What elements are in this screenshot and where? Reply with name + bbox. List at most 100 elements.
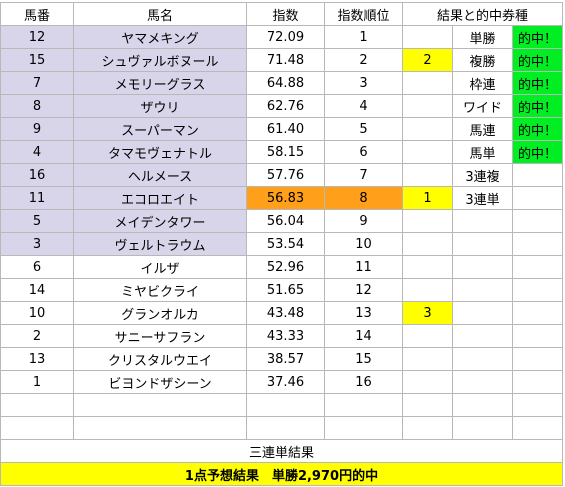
- cell-shisu[interactable]: 56.83: [246, 186, 325, 210]
- cell-result[interactable]: [402, 209, 453, 233]
- cell-result[interactable]: [402, 370, 453, 394]
- empty-cell[interactable]: [512, 393, 563, 417]
- cell-ticket-type[interactable]: 複勝: [452, 48, 513, 72]
- cell-uma-ban[interactable]: 7: [0, 71, 74, 95]
- cell-uma-mei[interactable]: エコロエイト: [73, 186, 247, 210]
- cell-ticket-type[interactable]: 枠連: [452, 71, 513, 95]
- cell-uma-mei[interactable]: メモリーグラス: [73, 71, 247, 95]
- cell-hit[interactable]: 的中！: [512, 71, 563, 95]
- cell-hit[interactable]: [512, 278, 563, 302]
- cell-hit[interactable]: [512, 255, 563, 279]
- cell-ticket-type[interactable]: 単勝: [452, 25, 513, 49]
- cell-shisu-juni[interactable]: 4: [324, 94, 403, 118]
- cell-shisu-juni[interactable]: 13: [324, 301, 403, 325]
- cell-shisu[interactable]: 64.88: [246, 71, 325, 95]
- cell-uma-ban[interactable]: 10: [0, 301, 74, 325]
- cell-ticket-type[interactable]: ワイド: [452, 94, 513, 118]
- cell-uma-mei[interactable]: サニーサフラン: [73, 324, 247, 348]
- cell-hit[interactable]: [512, 163, 563, 187]
- cell-hit[interactable]: 的中！: [512, 117, 563, 141]
- cell-uma-mei[interactable]: ヘルメース: [73, 163, 247, 187]
- cell-shisu-juni[interactable]: 1: [324, 25, 403, 49]
- cell-shisu[interactable]: 51.65: [246, 278, 325, 302]
- cell-shisu[interactable]: 38.57: [246, 347, 325, 371]
- cell-hit[interactable]: [512, 347, 563, 371]
- empty-cell[interactable]: [402, 393, 453, 417]
- cell-uma-ban[interactable]: 15: [0, 48, 74, 72]
- cell-result[interactable]: [402, 25, 453, 49]
- cell-uma-mei[interactable]: イルザ: [73, 255, 247, 279]
- cell-hit[interactable]: [512, 370, 563, 394]
- cell-uma-mei[interactable]: メイデンタワー: [73, 209, 247, 233]
- cell-shisu[interactable]: 71.48: [246, 48, 325, 72]
- header-uma-ban[interactable]: 馬番: [0, 2, 74, 26]
- cell-uma-ban[interactable]: 12: [0, 25, 74, 49]
- cell-result[interactable]: [402, 71, 453, 95]
- cell-result[interactable]: [402, 140, 453, 164]
- cell-uma-mei[interactable]: クリスタルウエイ: [73, 347, 247, 371]
- cell-shisu[interactable]: 58.15: [246, 140, 325, 164]
- cell-shisu-juni[interactable]: 8: [324, 186, 403, 210]
- cell-uma-mei[interactable]: シュヴァルボヌール: [73, 48, 247, 72]
- cell-shisu-juni[interactable]: 3: [324, 71, 403, 95]
- cell-shisu[interactable]: 37.46: [246, 370, 325, 394]
- cell-ticket-type[interactable]: [452, 370, 513, 394]
- cell-uma-mei[interactable]: スーパーマン: [73, 117, 247, 141]
- cell-shisu-juni[interactable]: 2: [324, 48, 403, 72]
- cell-shisu-juni[interactable]: 12: [324, 278, 403, 302]
- cell-ticket-type[interactable]: [452, 301, 513, 325]
- cell-uma-ban[interactable]: 2: [0, 324, 74, 348]
- cell-uma-ban[interactable]: 4: [0, 140, 74, 164]
- cell-uma-ban[interactable]: 9: [0, 117, 74, 141]
- empty-cell[interactable]: [402, 416, 453, 440]
- cell-uma-ban[interactable]: 13: [0, 347, 74, 371]
- empty-cell[interactable]: [0, 393, 74, 417]
- cell-shisu[interactable]: 43.33: [246, 324, 325, 348]
- empty-cell[interactable]: [324, 416, 403, 440]
- empty-cell[interactable]: [73, 416, 247, 440]
- empty-cell[interactable]: [246, 393, 325, 417]
- cell-uma-mei[interactable]: ザウリ: [73, 94, 247, 118]
- cell-result[interactable]: [402, 324, 453, 348]
- cell-result[interactable]: [402, 278, 453, 302]
- cell-uma-ban[interactable]: 8: [0, 94, 74, 118]
- cell-shisu-juni[interactable]: 6: [324, 140, 403, 164]
- cell-uma-mei[interactable]: ビヨンドザシーン: [73, 370, 247, 394]
- cell-hit[interactable]: 的中！: [512, 140, 563, 164]
- empty-cell[interactable]: [512, 416, 563, 440]
- cell-shisu-juni[interactable]: 14: [324, 324, 403, 348]
- cell-shisu-juni[interactable]: 11: [324, 255, 403, 279]
- cell-ticket-type[interactable]: 3連単: [452, 186, 513, 210]
- cell-shisu-juni[interactable]: 10: [324, 232, 403, 256]
- cell-shisu-juni[interactable]: 5: [324, 117, 403, 141]
- cell-uma-mei[interactable]: タマモヴェナトル: [73, 140, 247, 164]
- cell-shisu[interactable]: 57.76: [246, 163, 325, 187]
- cell-ticket-type[interactable]: [452, 232, 513, 256]
- cell-uma-mei[interactable]: グランオルカ: [73, 301, 247, 325]
- cell-result[interactable]: [402, 94, 453, 118]
- empty-cell[interactable]: [452, 393, 513, 417]
- cell-uma-ban[interactable]: 1: [0, 370, 74, 394]
- cell-shisu[interactable]: 72.09: [246, 25, 325, 49]
- cell-ticket-type[interactable]: [452, 278, 513, 302]
- cell-uma-mei[interactable]: ミヤビクライ: [73, 278, 247, 302]
- cell-ticket-type[interactable]: [452, 324, 513, 348]
- cell-hit[interactable]: [512, 209, 563, 233]
- cell-uma-mei[interactable]: ヴェルトラウム: [73, 232, 247, 256]
- empty-cell[interactable]: [324, 393, 403, 417]
- cell-result[interactable]: [402, 232, 453, 256]
- cell-uma-ban[interactable]: 14: [0, 278, 74, 302]
- cell-shisu[interactable]: 56.04: [246, 209, 325, 233]
- cell-uma-ban[interactable]: 11: [0, 186, 74, 210]
- cell-result[interactable]: 1: [402, 186, 453, 210]
- cell-hit[interactable]: 的中！: [512, 25, 563, 49]
- cell-hit[interactable]: 的中！: [512, 48, 563, 72]
- cell-result[interactable]: [402, 117, 453, 141]
- cell-result[interactable]: 3: [402, 301, 453, 325]
- cell-ticket-type[interactable]: [452, 255, 513, 279]
- empty-cell[interactable]: [73, 393, 247, 417]
- empty-cell[interactable]: [0, 416, 74, 440]
- cell-hit[interactable]: [512, 324, 563, 348]
- cell-result[interactable]: [402, 347, 453, 371]
- cell-uma-ban[interactable]: 6: [0, 255, 74, 279]
